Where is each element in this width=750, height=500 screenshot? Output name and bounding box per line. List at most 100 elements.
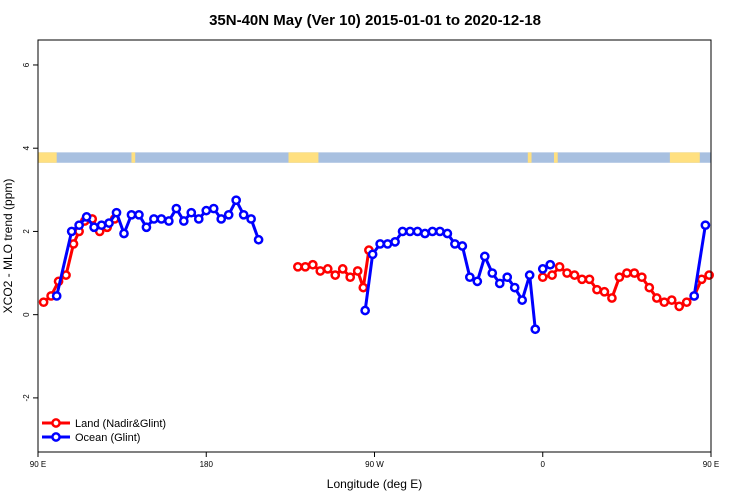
data-point <box>38 297 49 308</box>
legend-item: Ocean (Glint) <box>42 432 140 444</box>
data-point <box>629 268 640 278</box>
data-point <box>651 293 662 303</box>
data-point <box>435 226 445 237</box>
x-tick-label: 0 <box>541 460 546 469</box>
series-layer <box>38 195 714 335</box>
land-strip-segment <box>553 152 558 163</box>
data-point <box>509 282 520 293</box>
data-point <box>644 282 655 293</box>
data-point <box>223 209 234 220</box>
data-point <box>569 270 580 280</box>
plot-frame <box>37 39 712 453</box>
data-point <box>427 226 438 237</box>
data-point <box>537 264 548 274</box>
data-point <box>554 261 565 272</box>
legend-swatch-marker <box>51 418 61 428</box>
data-point <box>171 203 182 214</box>
data-point <box>164 216 174 226</box>
data-point <box>352 266 363 276</box>
y-tick-label: -2 <box>22 394 31 402</box>
data-point <box>412 226 423 237</box>
data-point <box>472 276 483 287</box>
data-point <box>66 226 77 237</box>
data-point <box>689 291 700 301</box>
data-point <box>111 207 122 218</box>
data-point <box>345 272 356 283</box>
data-point <box>81 212 92 222</box>
data-point <box>358 282 369 293</box>
data-point <box>457 241 468 251</box>
legend-item: Land (Nadir&Glint) <box>42 418 166 430</box>
data-point <box>126 209 137 220</box>
series-line <box>692 224 707 297</box>
data-point <box>666 295 677 305</box>
data-point <box>382 239 393 249</box>
data-point <box>51 291 62 301</box>
data-point <box>156 214 167 224</box>
data-point <box>193 214 204 224</box>
series-land <box>38 214 714 312</box>
data-point <box>253 234 264 245</box>
data-point <box>201 205 212 216</box>
data-point <box>178 216 189 226</box>
data-point <box>96 220 107 231</box>
data-point <box>464 272 475 283</box>
legend: Land (Nadir&Glint) Ocean (Glint) <box>42 418 166 444</box>
data-point <box>622 268 632 278</box>
data-point <box>397 226 408 237</box>
data-point <box>74 220 84 231</box>
x-tick-label: 90 W <box>365 460 384 469</box>
data-point <box>502 272 513 283</box>
data-point <box>390 236 400 247</box>
land-strip-segment <box>288 152 319 163</box>
legend-label: Land (Nadir&Glint) <box>75 418 166 430</box>
x-axis: 90 E 180 90 W 0 90 E <box>30 452 719 469</box>
data-point <box>330 270 341 280</box>
data-point <box>700 220 711 231</box>
land-strip-segment <box>669 152 700 163</box>
chart-title: 35N-40N May (Ver 10) 2015-01-01 to 2020-… <box>209 12 541 29</box>
data-point <box>530 324 541 335</box>
data-point <box>367 249 378 260</box>
data-point <box>420 228 430 239</box>
x-tick-label: 90 E <box>30 460 46 469</box>
ocean-strip <box>38 152 711 163</box>
data-point <box>119 228 129 239</box>
y-tick-label: 2 <box>22 229 31 234</box>
data-point <box>149 214 159 224</box>
data-point <box>337 264 348 274</box>
data-point <box>704 270 714 280</box>
data-point <box>577 274 587 285</box>
data-point <box>186 207 197 218</box>
data-point <box>614 272 625 283</box>
data-point <box>322 264 333 274</box>
data-point <box>141 222 152 233</box>
data-point <box>517 295 528 305</box>
data-point <box>537 272 548 283</box>
data-point <box>375 239 385 249</box>
data-point <box>524 270 535 280</box>
y-axis-label: XCO2 - MLO trend (ppm) <box>1 179 15 314</box>
data-point <box>89 222 99 233</box>
y-tick-label: 4 <box>22 145 31 150</box>
y-tick-label: 0 <box>22 312 31 317</box>
data-point <box>360 305 371 316</box>
land-strip-segment <box>131 152 136 163</box>
data-point <box>696 274 707 285</box>
land-strip-segment <box>38 152 57 163</box>
data-point <box>231 195 242 206</box>
data-point <box>246 214 256 224</box>
data-point <box>584 274 595 285</box>
data-point <box>104 218 114 228</box>
data-point <box>68 239 79 249</box>
data-point <box>293 261 303 272</box>
data-point <box>562 268 572 278</box>
data-point <box>545 259 556 270</box>
data-point <box>450 239 460 249</box>
data-point <box>607 293 617 303</box>
data-point <box>479 251 490 262</box>
data-point <box>442 228 453 239</box>
land-ocean-strip <box>38 152 711 163</box>
legend-label: Ocean (Glint) <box>75 432 140 444</box>
